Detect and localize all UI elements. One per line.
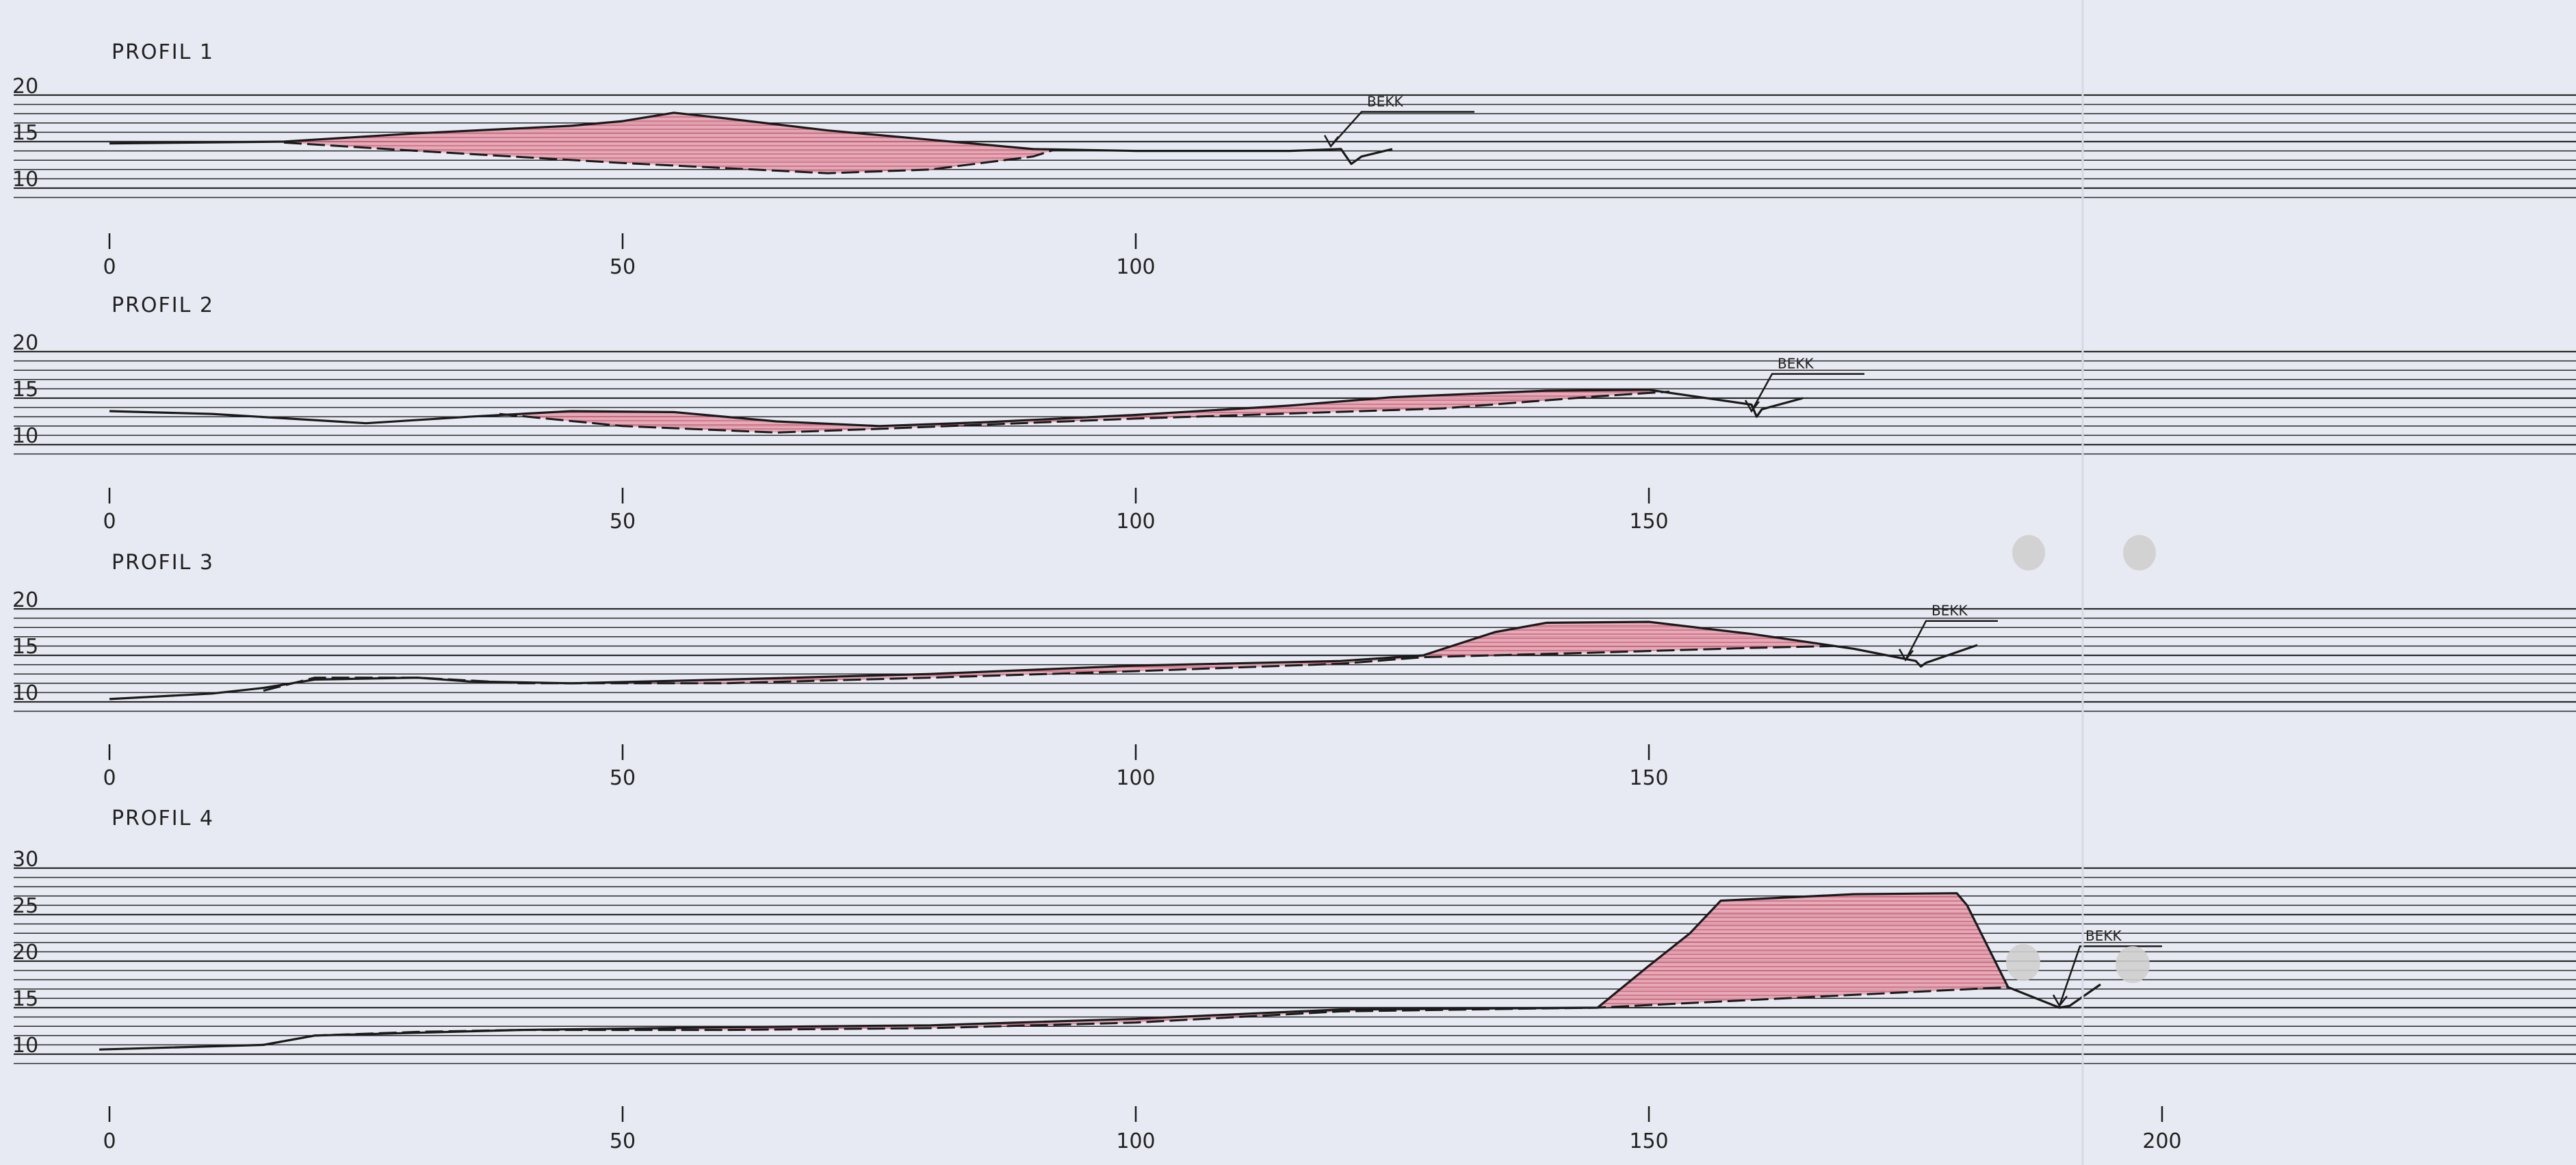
x-tick-label: 150 xyxy=(1629,510,1668,534)
terrain-lines xyxy=(109,111,1474,174)
x-tick-label: 0 xyxy=(103,766,116,790)
cut-fill-areas xyxy=(284,113,1054,174)
bekk-leader-line xyxy=(1750,373,1864,412)
profile-title: PROFIL 1 xyxy=(112,40,214,64)
x-tick-label: 100 xyxy=(1116,255,1155,279)
profile-panel-3: PROFIL 3 20 15 10 0 50 100 150 BEKK xyxy=(12,551,2576,790)
terrain-profile-line xyxy=(109,389,1804,428)
adhesive-dot xyxy=(2123,535,2156,571)
y-tick-label: 10 xyxy=(12,424,38,448)
profile-panel-1: PROFIL 1 20 15 10 0 50 100 BEKK xyxy=(12,40,2576,279)
x-tick-label: 50 xyxy=(610,766,636,790)
terrain-lines xyxy=(109,620,1998,701)
y-tick-labels: 20 15 10 xyxy=(12,75,38,192)
base-dashed-line xyxy=(263,986,2009,1046)
y-tick-label: 30 xyxy=(12,848,38,872)
bekk-arrowhead xyxy=(1323,135,1339,148)
terrain-profile-line xyxy=(109,620,1978,701)
x-tick-marks: 0 50 100 150 xyxy=(103,744,1669,790)
y-tick-label: 15 xyxy=(12,987,38,1011)
terrain-lines xyxy=(109,373,1864,434)
y-tick-labels: 20 15 10 xyxy=(12,331,38,448)
horizontal-grid xyxy=(14,94,2576,198)
adhesive-marks xyxy=(2006,0,2156,1165)
y-tick-label: 15 xyxy=(12,635,38,659)
bekk-arrowhead xyxy=(1744,400,1760,413)
cut-area xyxy=(1598,893,2008,1008)
cut-area xyxy=(284,113,1054,174)
y-tick-labels: 30 25 20 15 10 xyxy=(12,848,38,1058)
y-tick-label: 10 xyxy=(12,1034,38,1058)
x-tick-label: 150 xyxy=(1629,1129,1668,1153)
x-tick-label: 0 xyxy=(103,255,116,279)
x-tick-label: 0 xyxy=(103,1129,116,1153)
base-dashed-line xyxy=(283,141,1054,174)
terrain-profile-line xyxy=(109,112,1393,166)
bekk-annotation: BEKK xyxy=(1931,603,1968,619)
base-dashed-line xyxy=(263,644,1834,692)
profile-panel-2: PROFIL 2 20 15 10 0 50 100 150 BEKK xyxy=(12,293,2576,534)
bekk-arrowhead xyxy=(1898,649,1914,662)
bekk-leader-line xyxy=(1904,620,1998,661)
profile-title: PROFIL 3 xyxy=(112,551,214,575)
y-tick-label: 10 xyxy=(12,681,38,705)
x-tick-marks: 0 50 100 xyxy=(103,233,1156,279)
x-tick-marks: 0 50 100 150 200 xyxy=(103,1106,2182,1153)
x-tick-marks: 0 50 100 150 xyxy=(103,488,1669,534)
adhesive-dot xyxy=(2012,535,2045,571)
x-tick-label: 100 xyxy=(1116,766,1155,790)
base-dashed-line xyxy=(499,391,1670,434)
bekk-annotation: BEKK xyxy=(1367,93,1403,109)
y-tick-label: 25 xyxy=(12,894,38,918)
x-tick-label: 50 xyxy=(610,510,636,534)
y-tick-label: 20 xyxy=(12,588,38,612)
x-tick-label: 0 xyxy=(103,510,116,534)
x-tick-label: 50 xyxy=(610,1129,636,1153)
y-tick-label: 10 xyxy=(12,168,38,192)
x-tick-label: 200 xyxy=(2142,1129,2181,1153)
bekk-leader-line xyxy=(1330,111,1474,147)
profile-title: PROFIL 4 xyxy=(112,807,214,830)
x-tick-label: 100 xyxy=(1116,1129,1155,1153)
cut-fill-areas xyxy=(499,389,1669,433)
y-tick-label: 15 xyxy=(12,121,38,145)
bekk-annotation: BEKK xyxy=(2085,928,2122,944)
y-tick-labels: 20 15 10 xyxy=(12,588,38,705)
cut-area xyxy=(499,389,1669,433)
adhesive-dot xyxy=(2116,946,2150,983)
x-tick-label: 100 xyxy=(1116,510,1155,534)
x-tick-label: 150 xyxy=(1629,766,1668,790)
y-tick-label: 15 xyxy=(12,378,38,402)
horizontal-grid xyxy=(14,607,2576,712)
horizontal-grid xyxy=(14,350,2576,455)
y-tick-label: 20 xyxy=(12,75,38,99)
y-tick-label: 20 xyxy=(12,331,38,355)
adhesive-dot xyxy=(2006,944,2040,981)
profile-title: PROFIL 2 xyxy=(112,293,214,317)
bekk-arrowhead xyxy=(2052,994,2068,1008)
y-tick-label: 20 xyxy=(12,941,38,965)
bekk-annotation: BEKK xyxy=(1778,356,1814,372)
x-tick-label: 50 xyxy=(610,255,636,279)
